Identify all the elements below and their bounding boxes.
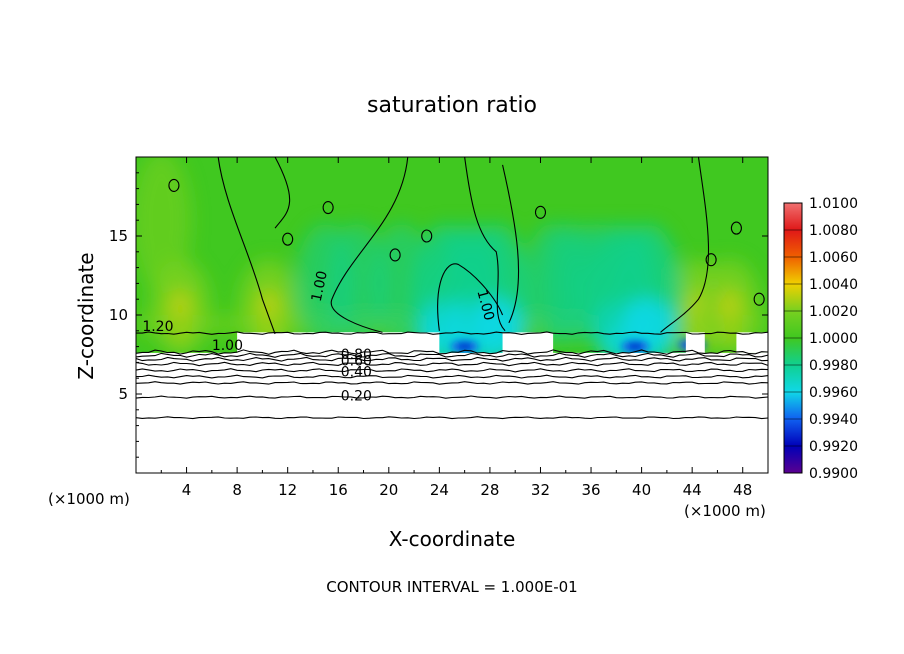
x-tick-label: 44 — [683, 481, 702, 499]
x-axis-label: X-coordinate — [389, 527, 516, 551]
y-axis-label: Z-coordinate — [74, 252, 98, 379]
colorbar-segment — [784, 419, 802, 446]
surface-contour — [136, 374, 768, 379]
contour-1.00 — [437, 263, 504, 331]
contour-label: 1.20 — [142, 319, 173, 335]
dry-plume — [567, 223, 628, 344]
colorbar-label: 0.9920 — [809, 439, 858, 455]
contour-island — [421, 229, 433, 243]
lower-layer — [136, 352, 768, 473]
contour-island — [322, 201, 334, 215]
contour-1.00 — [502, 164, 520, 324]
y-tick-label: 5 — [118, 385, 128, 403]
colorbar: 1.0100 1.0080 1.0060 1.0040 1.0020 1.0000 0.99… — [783, 196, 858, 482]
colorbar-segment — [784, 338, 802, 365]
colorbar-label: 1.0060 — [809, 250, 858, 266]
colorbar-label: 1.0080 — [809, 223, 858, 239]
colorbar-label: 0.9900 — [809, 466, 858, 482]
surface-contour — [136, 416, 768, 420]
surface-contour — [136, 356, 768, 362]
y-axis: 5 10 15 — [109, 172, 768, 458]
dry-plume — [327, 223, 388, 344]
contour-interval-note: CONTOUR INTERVAL = 1.000E-01 — [326, 578, 577, 596]
contour-island — [705, 253, 717, 267]
colorbar-segment — [784, 446, 802, 473]
plot-area — [136, 157, 768, 473]
contour-lines — [136, 157, 768, 420]
blue-spot-core — [628, 343, 643, 350]
cloud-base-patch — [502, 332, 554, 353]
moist-region — [136, 157, 192, 291]
colorbar-segment — [784, 284, 802, 311]
colorbar-segment — [784, 230, 802, 257]
contour-label: 0.40 — [341, 365, 372, 381]
colorbar-label: 1.0000 — [809, 331, 858, 347]
colorbar-label: 1.0020 — [809, 304, 858, 320]
x-axis: 4 8 12 16 20 24 28 32 36 40 44 48 — [160, 157, 752, 499]
colorbar-segment — [784, 257, 802, 284]
contour-island — [389, 248, 401, 262]
y-tick-label: 10 — [109, 306, 128, 324]
colorbar-segment — [784, 203, 802, 230]
contour-label: 0.60 — [341, 354, 372, 370]
x-tick-label: 40 — [632, 481, 651, 499]
contour-island — [730, 221, 742, 235]
contour-1.00 — [274, 157, 291, 229]
contour-island — [753, 292, 765, 306]
x-unit-right: (×1000 m) — [684, 502, 766, 520]
contour-1.00 — [217, 157, 276, 335]
x-tick-label: 36 — [581, 481, 600, 499]
contour-1.00 — [464, 157, 506, 332]
y-tick-label: 15 — [109, 227, 128, 245]
x-tick-label: 12 — [278, 481, 297, 499]
contour-island — [168, 178, 180, 192]
contour-labels: 1.20 1.00 0.800.600.40 0.20 1.00 1.00 — [142, 269, 497, 404]
colorbar-label: 0.9960 — [809, 385, 858, 401]
colorbar-label: 1.0040 — [809, 277, 858, 293]
colorbar-label: 0.9940 — [809, 412, 858, 428]
contour-label: 1.00 — [212, 338, 243, 354]
cloud-base-patch — [344, 332, 402, 353]
x-tick-label: 48 — [733, 481, 752, 499]
x-tick-label: 4 — [182, 481, 192, 499]
x-tick-label: 28 — [480, 481, 499, 499]
contour-island — [534, 205, 547, 219]
colorbar-segment — [784, 392, 802, 419]
dry-plume — [371, 223, 432, 344]
contour-label: 0.80 — [341, 347, 372, 363]
colorbar-label: 0.9980 — [809, 358, 858, 374]
contour-label: 1.00 — [309, 269, 331, 303]
surface-contour — [136, 349, 768, 355]
cloud-base-patch — [736, 332, 768, 353]
x-tick-label: 24 — [430, 481, 449, 499]
chart-title: saturation ratio — [367, 93, 537, 118]
x-unit-left: (×1000 m) — [48, 490, 130, 508]
surface-contour — [136, 395, 768, 399]
surface-contour — [136, 361, 768, 367]
saturation-field — [136, 157, 768, 473]
x-tick-label: 20 — [379, 481, 398, 499]
colorbar-segment — [784, 311, 802, 338]
surface-contour — [136, 368, 768, 373]
cloud-base-patch — [685, 332, 705, 353]
surface-contour — [136, 352, 768, 358]
colorbar-segment — [784, 365, 802, 392]
contour-label: 0.20 — [341, 388, 372, 404]
contour-island — [282, 232, 294, 246]
contour-label: 1.00 — [473, 288, 497, 322]
x-tick-label: 8 — [232, 481, 242, 499]
x-tick-label: 16 — [329, 481, 348, 499]
contour-1.00 — [330, 157, 409, 333]
surface-contour — [136, 381, 768, 385]
contour-1.00 — [660, 157, 710, 333]
colorbar-label: 1.0100 — [809, 196, 858, 212]
x-tick-label: 32 — [531, 481, 550, 499]
blue-spot-core — [457, 343, 472, 350]
contour-1.20 — [136, 331, 768, 335]
